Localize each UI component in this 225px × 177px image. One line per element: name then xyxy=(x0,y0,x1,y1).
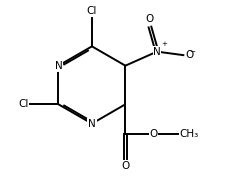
Text: N: N xyxy=(88,119,95,129)
Text: O: O xyxy=(149,129,157,139)
Text: Cl: Cl xyxy=(18,99,29,109)
Text: N: N xyxy=(54,61,62,71)
Text: CH₃: CH₃ xyxy=(179,129,198,139)
Text: O: O xyxy=(145,14,153,24)
Text: +: + xyxy=(161,41,166,47)
Text: O: O xyxy=(121,161,129,171)
Text: Cl: Cl xyxy=(86,6,97,16)
Text: O: O xyxy=(184,50,192,60)
Text: N: N xyxy=(153,47,160,57)
Text: −: − xyxy=(188,49,194,55)
